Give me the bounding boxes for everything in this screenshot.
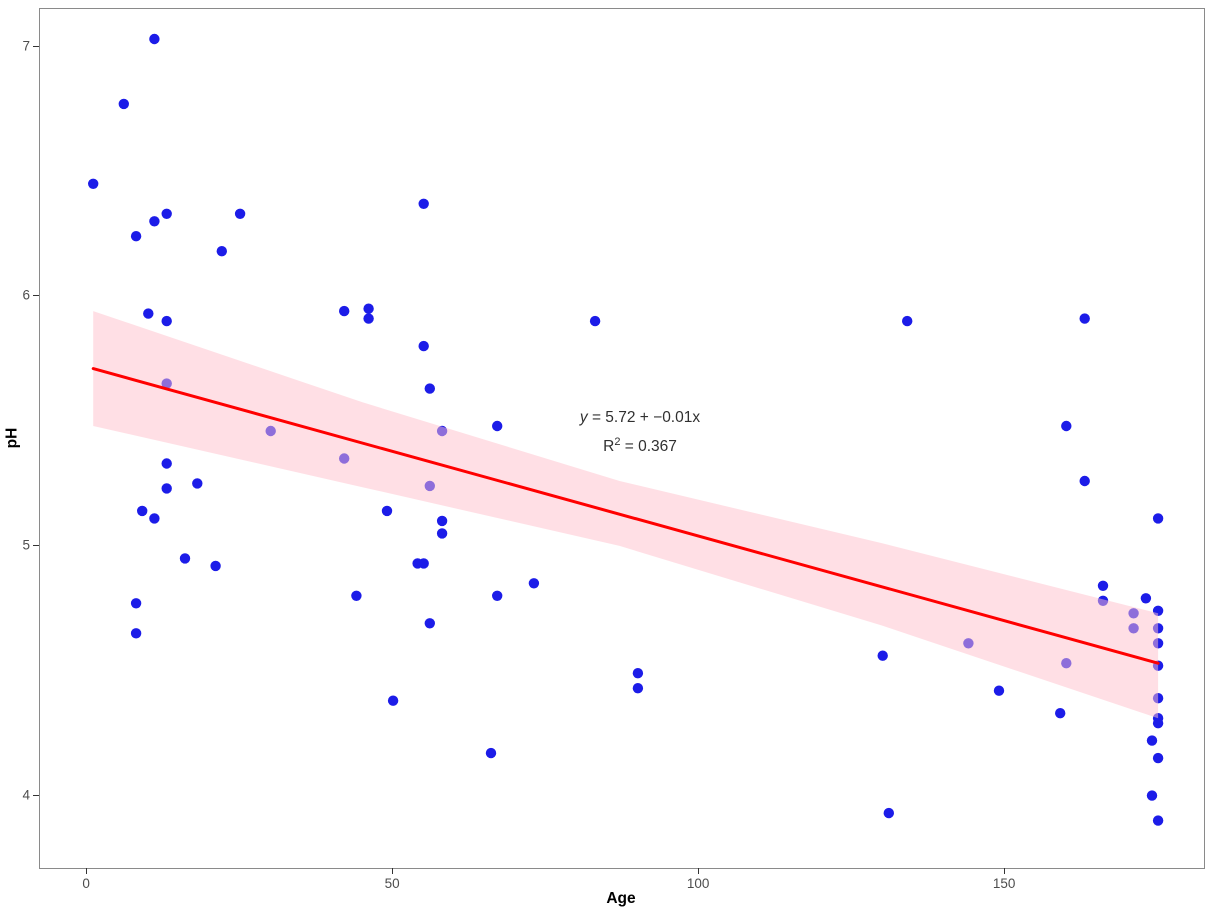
y-tick-label: 6 [22,287,30,303]
y-axis-tick [33,295,39,297]
data-point [1097,580,1109,591]
data-point [424,383,435,394]
data-point [1146,735,1158,746]
data-point [387,695,399,706]
data-point [88,178,99,189]
data-point [381,505,393,517]
equation-line: y = 5.72 + −0.01x [579,408,701,426]
data-point [149,216,160,227]
x-axis-tick [1004,868,1006,874]
data-point [149,513,160,524]
y-axis-tick [33,45,39,47]
data-point [424,618,435,629]
data-point [179,553,191,564]
data-point [492,420,503,432]
data-point [1152,752,1164,764]
data-point [993,685,1005,696]
data-point [418,198,429,209]
data-point [143,308,154,319]
data-point [137,505,148,517]
x-axis-title: Age [606,890,636,907]
x-axis-tick [86,868,88,874]
data-point [436,528,448,539]
data-point [1055,708,1066,719]
data-point [877,650,888,661]
y-tick-label: 4 [22,786,30,802]
regression-line [91,367,1160,665]
data-point [149,33,160,45]
data-point [216,246,227,257]
data-point [351,590,362,601]
data-point [883,807,894,819]
data-point [1079,313,1090,324]
data-point [363,303,374,314]
data-point [528,578,540,589]
x-axis-tick [698,868,700,874]
data-point [130,598,142,609]
data-point [632,668,644,679]
data-point [161,458,172,469]
r-squared-line: R2 = 0.367 [603,435,677,456]
data-point [589,315,601,327]
data-point [161,208,172,219]
data-point [1140,593,1152,604]
data-point [192,478,203,489]
y-axis-tick [33,794,39,796]
x-tick-label: 100 [686,876,710,891]
data-point [130,231,142,242]
chart-canvas [88,33,1164,826]
data-point [210,560,221,572]
data-point [436,515,448,527]
data-point [1061,420,1072,432]
y-tick-label: 7 [22,37,30,53]
data-point [339,305,350,317]
data-point [418,340,429,352]
y-axis-title: pH [3,427,21,448]
data-point [902,315,913,327]
data-point [1152,513,1164,524]
plot-panel [39,8,1205,869]
x-tick-label: 0 [82,876,90,891]
data-point [1079,475,1090,487]
data-point [1152,815,1164,826]
data-point [130,628,142,639]
x-tick-label: 50 [384,876,400,891]
y-tick-label: 5 [22,537,30,553]
data-point [485,747,497,759]
data-point [118,98,129,110]
data-point [161,315,172,327]
x-axis-tick [392,868,394,874]
data-point [632,683,644,694]
data-point [363,313,374,324]
data-point [161,483,172,494]
x-tick-label: 150 [992,876,1016,891]
data-point [234,208,246,219]
data-point [1152,718,1164,729]
data-point [492,590,503,601]
data-point [1146,790,1158,801]
regression-equation-label: y = 5.72 + −0.01x R2 = 0.367 [580,403,700,462]
data-point [418,558,429,569]
y-axis-tick [33,544,39,546]
